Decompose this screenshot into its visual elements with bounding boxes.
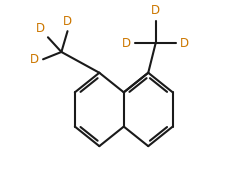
Text: D: D [179, 37, 188, 50]
Text: D: D [121, 37, 131, 50]
Text: D: D [63, 14, 72, 28]
Text: D: D [36, 22, 45, 35]
Text: D: D [30, 53, 39, 66]
Text: D: D [150, 4, 159, 17]
